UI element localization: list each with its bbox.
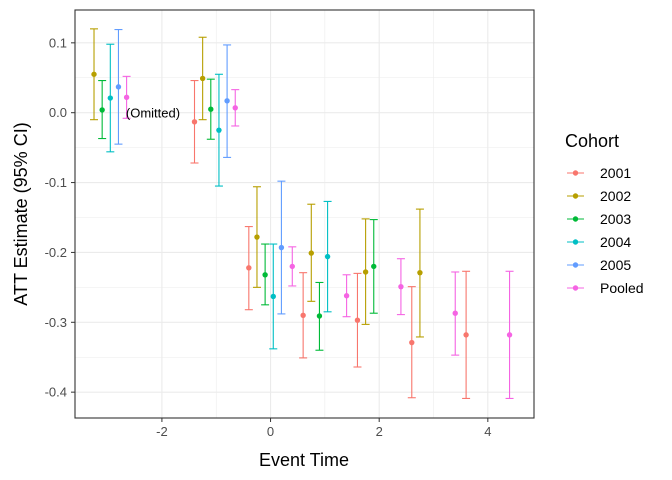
series-2001	[190, 80, 471, 399]
plot-border	[74, 9, 535, 419]
data-point	[398, 283, 404, 290]
data-point	[417, 269, 423, 276]
y-tick-label: 0.0	[49, 105, 67, 120]
data-point	[99, 107, 105, 113]
series-2002	[90, 28, 424, 338]
y-axis: 0.1 0.0 -0.1 -0.2 -0.3 -0.4	[45, 35, 75, 400]
y-tick-label: 0.1	[49, 35, 67, 50]
data-point	[246, 265, 252, 271]
data-point	[224, 98, 230, 104]
legend-key-point	[572, 262, 579, 268]
legend-item-pooled: Pooled	[567, 280, 644, 296]
y-tick-label: -0.1	[45, 175, 67, 190]
legend-key-point	[572, 216, 579, 222]
data-point	[254, 234, 260, 240]
data-point	[452, 310, 458, 316]
data-point	[115, 84, 122, 90]
data-point	[191, 119, 198, 125]
legend-item-2002: 2002	[567, 188, 631, 204]
legend-label: 2002	[600, 188, 631, 204]
data-point	[262, 272, 268, 278]
y-tick-label: -0.4	[45, 385, 67, 400]
data-point	[216, 127, 222, 133]
legend-key-point	[572, 170, 579, 176]
x-axis-title: Event Time	[259, 450, 349, 470]
series-pooled	[122, 75, 514, 399]
legend-label: 2003	[600, 211, 631, 227]
legend-item-2003: 2003	[567, 211, 631, 227]
data-point	[123, 94, 130, 101]
legend-item-2004: 2004	[567, 234, 631, 250]
data-point	[208, 106, 214, 112]
data-marks	[90, 28, 514, 399]
legend-label: Pooled	[600, 280, 644, 296]
legend-key-point	[572, 239, 579, 245]
x-axis: -2 0 2 4	[156, 418, 491, 439]
data-point	[300, 312, 306, 319]
data-point	[270, 293, 276, 300]
x-tick-label: 2	[376, 424, 383, 439]
legend-label: 2004	[600, 234, 631, 250]
data-point	[107, 95, 114, 101]
series-2005	[114, 29, 286, 315]
legend-item-2001: 2001	[567, 165, 631, 181]
legend-key-point	[572, 193, 579, 199]
data-point	[354, 317, 361, 323]
data-point	[324, 253, 331, 260]
data-point	[506, 332, 513, 338]
y-tick-label: -0.2	[45, 245, 67, 260]
omitted-annotation: (Omitted)	[126, 106, 180, 121]
data-point	[362, 269, 369, 275]
legend: Cohort 2001 2002 2003 2004 2005 Pooled	[565, 131, 644, 296]
data-point	[289, 263, 295, 270]
legend-label: 2001	[600, 165, 631, 181]
y-tick-label: -0.3	[45, 315, 67, 330]
data-point	[199, 75, 206, 82]
x-tick-label: 0	[267, 424, 274, 439]
data-point	[343, 293, 350, 299]
legend-label: 2005	[600, 257, 631, 273]
y-axis-title: ATT Estimate (95% CI)	[11, 122, 31, 305]
x-tick-label: -2	[156, 424, 168, 439]
data-point	[316, 313, 323, 319]
data-point	[463, 332, 469, 338]
legend-title: Cohort	[565, 131, 619, 151]
series-2003	[98, 78, 378, 351]
data-point	[371, 263, 377, 270]
legend-item-2005: 2005	[567, 257, 631, 273]
data-point	[232, 105, 238, 111]
plot-panel	[75, 10, 534, 418]
data-point	[308, 250, 314, 256]
gridlines	[75, 10, 534, 418]
data-point	[409, 339, 415, 346]
x-tick-label: 4	[484, 424, 491, 439]
legend-key-point	[572, 285, 579, 291]
data-point	[91, 71, 97, 77]
series-2004	[106, 43, 332, 350]
data-point	[278, 244, 285, 251]
